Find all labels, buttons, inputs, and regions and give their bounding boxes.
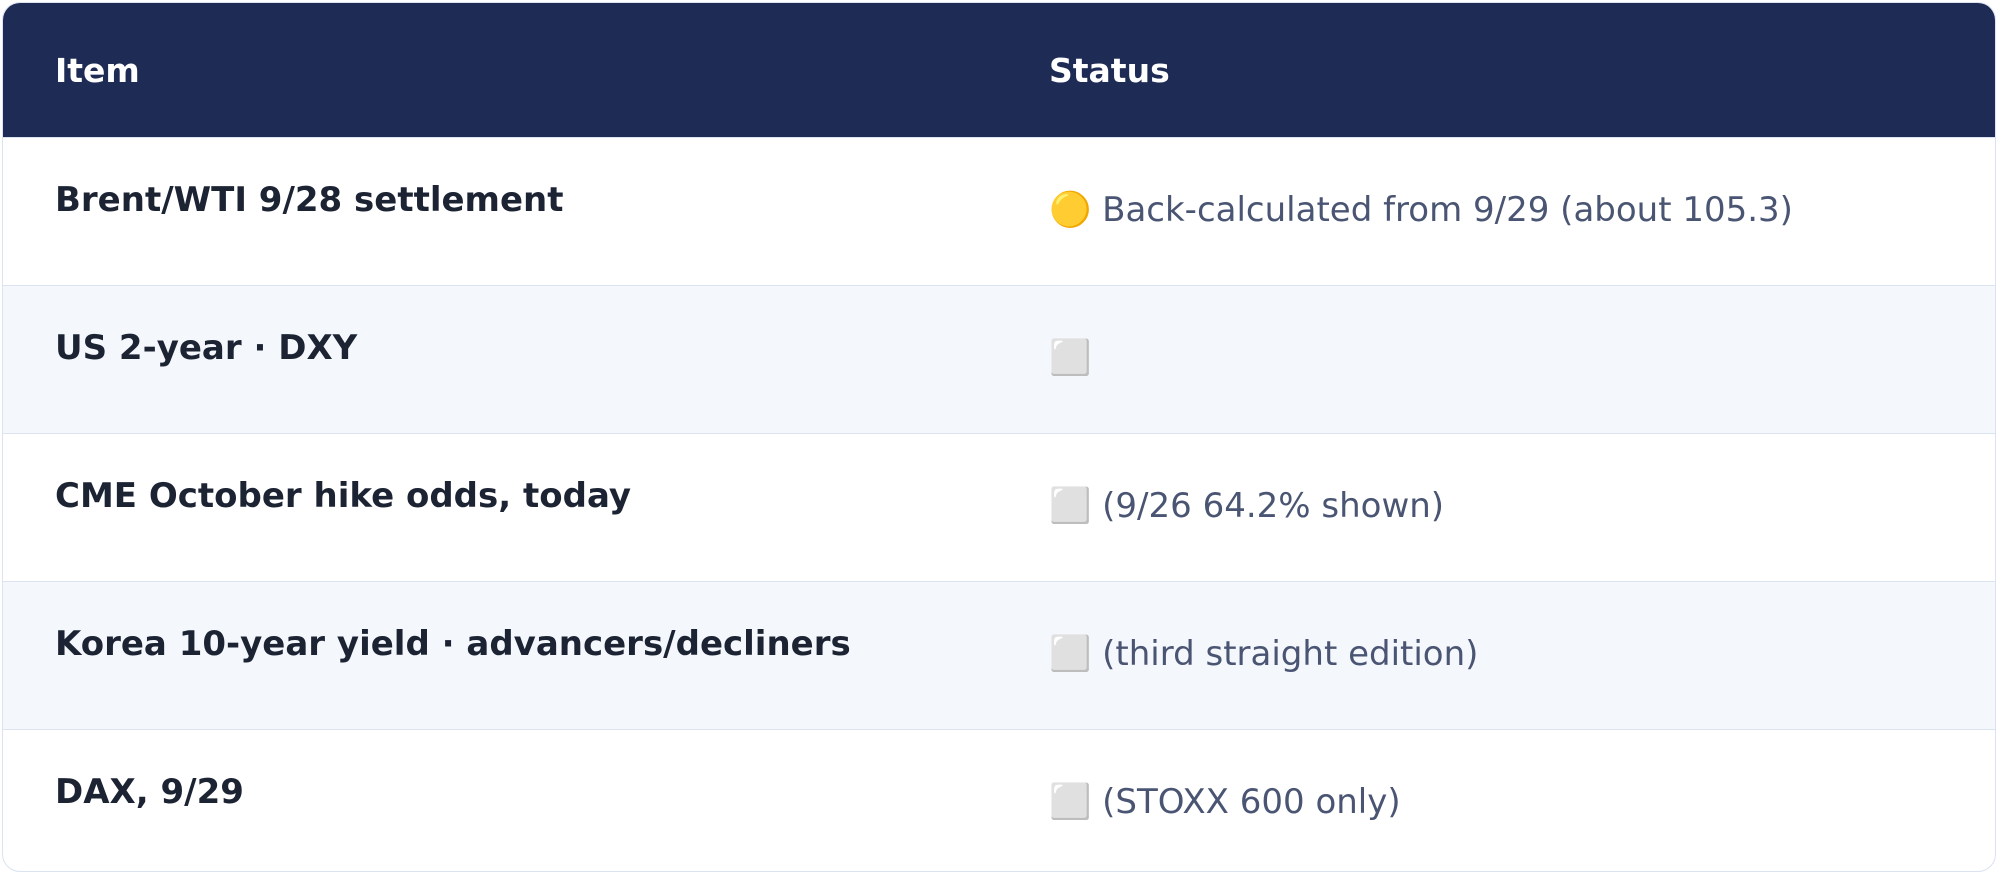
header-cell: Status	[1049, 50, 1170, 90]
table-row: Brent/WTI 9/28 settlement 🟡 Back-calculat…	[3, 137, 1995, 285]
status-cell: ⬜ (9/26 64.2% shown)	[1049, 486, 1445, 526]
header-cell: Item	[55, 50, 140, 90]
table-row: DAX, 9/29 ⬜ (STOXX 600 only)	[3, 729, 1995, 871]
item-cell: DAX, 9/29	[55, 772, 244, 812]
status-cell: ⬜ (STOXX 600 only)	[1049, 782, 1401, 822]
table-body: Brent/WTI 9/28 settlement 🟡 Back-calculat…	[3, 137, 1995, 871]
table-row: US 2-year · DXY ⬜	[3, 285, 1995, 433]
status-cell: 🟡 Back-calculated from 9/29 (about 105.3…	[1049, 190, 1793, 230]
header-row: Item Status	[3, 3, 1995, 137]
table-row: Korea 10-year yield · advancers/decliner…	[3, 581, 1995, 729]
table-row: CME October hike odds, today ⬜ (9/26 64.2…	[3, 433, 1995, 581]
item-cell: Brent/WTI 9/28 settlement	[55, 180, 564, 220]
item-cell: US 2-year · DXY	[55, 328, 358, 368]
item-cell: Korea 10-year yield · advancers/decliner…	[55, 624, 851, 664]
item-cell: CME October hike odds, today	[55, 476, 632, 516]
status-cell: ⬜ (third straight edition)	[1049, 634, 1479, 674]
status-cell: ⬜	[1049, 338, 1092, 378]
